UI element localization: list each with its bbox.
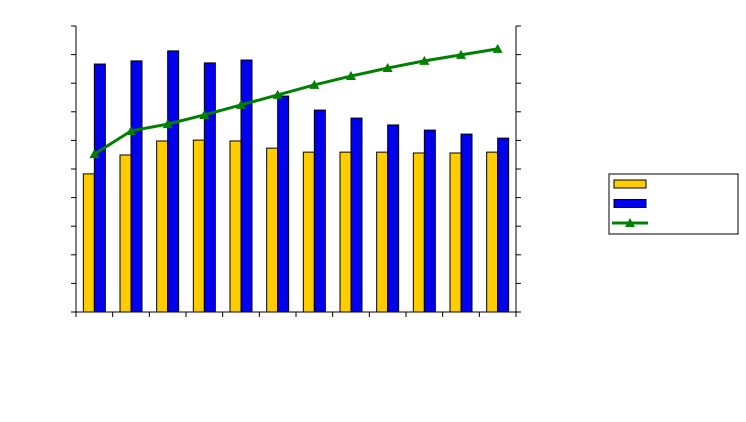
bar xyxy=(497,137,510,313)
bar xyxy=(277,95,290,313)
bar xyxy=(313,109,326,313)
line-marker xyxy=(126,125,136,135)
line-marker xyxy=(199,109,210,119)
legend-marker xyxy=(625,218,635,227)
bar xyxy=(119,154,132,313)
legend-swatch xyxy=(613,179,647,189)
bar xyxy=(240,59,253,313)
bar xyxy=(423,129,436,313)
bar xyxy=(486,151,499,313)
line-marker xyxy=(346,71,356,81)
bar xyxy=(387,124,400,313)
bar xyxy=(156,140,169,313)
line-marker xyxy=(456,49,466,59)
bar xyxy=(350,117,363,313)
line xyxy=(93,47,498,156)
line-marker xyxy=(236,99,246,109)
line-marker xyxy=(162,119,173,129)
bar xyxy=(376,151,389,313)
bar xyxy=(82,173,95,313)
bar xyxy=(460,133,473,313)
line-marker xyxy=(492,43,503,53)
bar xyxy=(449,152,462,313)
line-marker xyxy=(382,63,393,73)
line-marker xyxy=(309,79,320,89)
line-marker xyxy=(419,55,430,65)
bar xyxy=(203,62,216,313)
bar xyxy=(339,151,352,313)
bar xyxy=(130,60,143,313)
bar xyxy=(266,147,279,313)
bar xyxy=(412,152,425,313)
bar xyxy=(302,151,315,313)
line-marker xyxy=(89,149,100,159)
bar xyxy=(93,63,106,313)
bar xyxy=(192,139,205,313)
bar xyxy=(167,50,180,313)
bar xyxy=(229,140,242,313)
legend-swatch xyxy=(613,199,647,208)
line-marker xyxy=(272,89,283,99)
